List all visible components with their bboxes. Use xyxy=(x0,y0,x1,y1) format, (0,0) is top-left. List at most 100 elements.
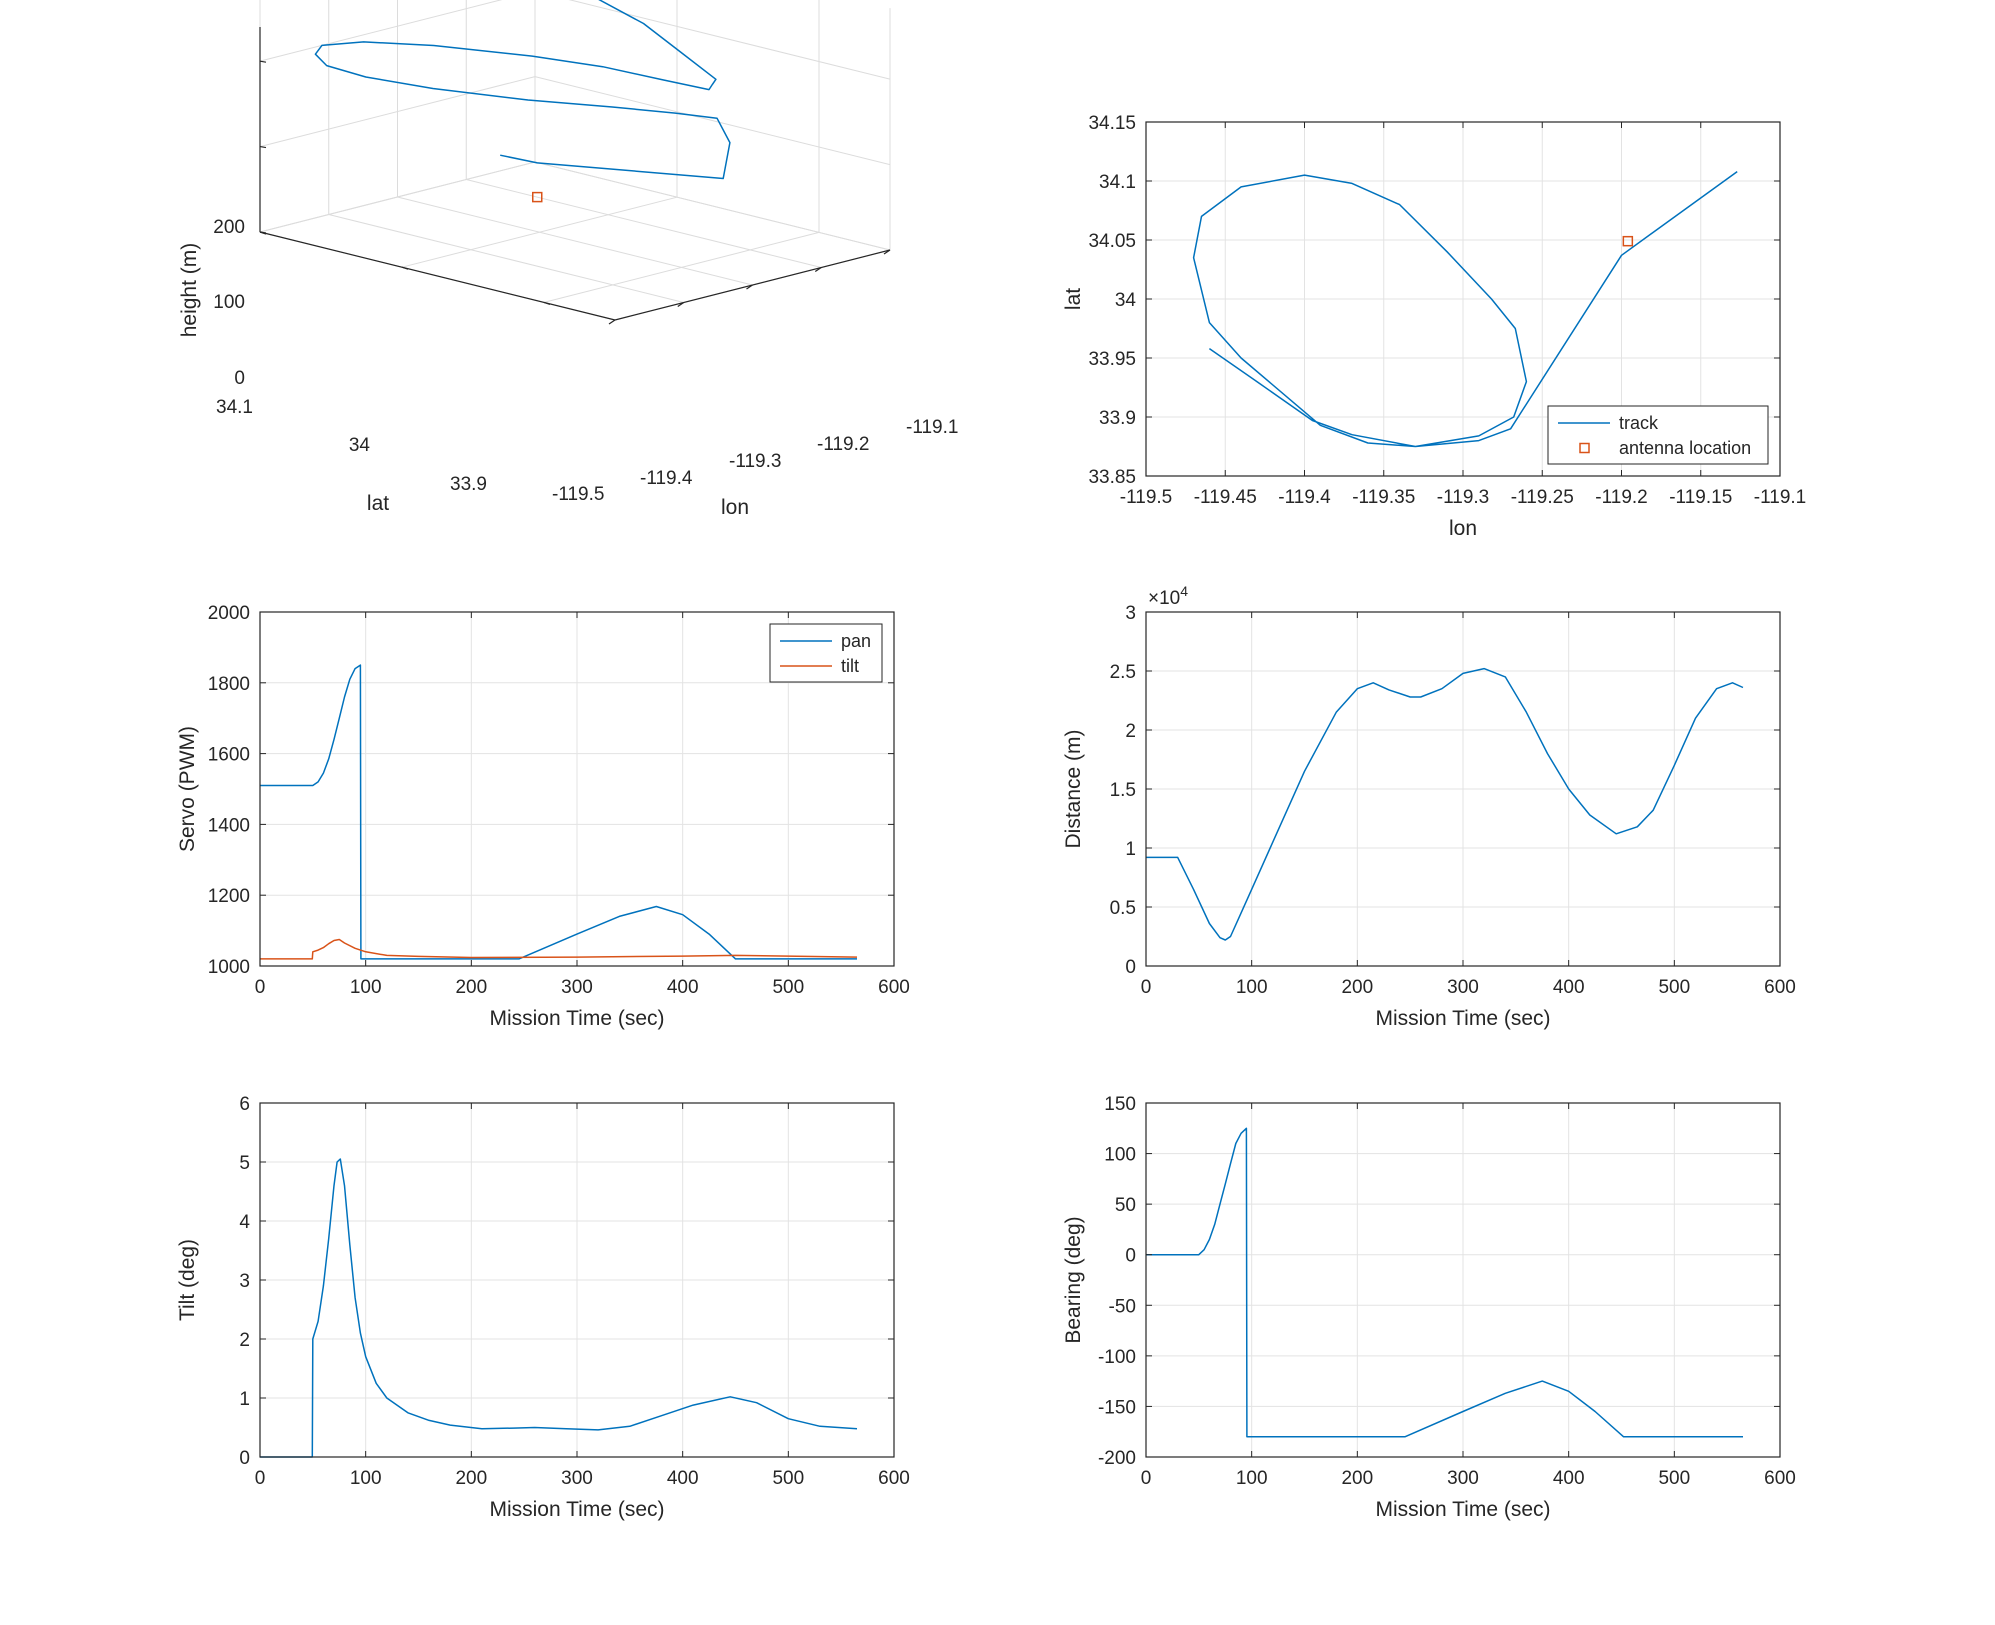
xtick-label: 100 xyxy=(1236,977,1268,998)
xtick-label: 600 xyxy=(878,977,910,998)
xtick-label: -119.3 xyxy=(1437,487,1489,508)
ztick-label: 0 xyxy=(234,368,245,389)
sidewall-gridline xyxy=(568,0,891,80)
y-axis-label: Servo (PWM) xyxy=(176,726,199,852)
ytick-label: 3 xyxy=(1125,603,1136,624)
xtick-label: 500 xyxy=(772,1468,804,1489)
xtick-label: -119.45 xyxy=(1194,487,1257,508)
grid-3d xyxy=(259,0,891,321)
ytick-label: 1600 xyxy=(208,745,250,766)
ytick-label: -150 xyxy=(1098,1397,1136,1418)
y-axis-label: lat xyxy=(1062,288,1085,310)
ytick-label: 50 xyxy=(1115,1195,1136,1216)
xtick-label: 0 xyxy=(1141,1468,1152,1489)
ytick-label: 0 xyxy=(239,1448,250,1469)
zlabel-3d: height (m) xyxy=(178,243,201,338)
x-tick xyxy=(608,319,616,325)
panel-distance: 0 100 200 300 400 500 600 0 0.5 1 1.5 2 2.5 3 Mission … xyxy=(1062,583,1796,1030)
backwall-gridline xyxy=(259,76,536,148)
xtick-label: -119.5 xyxy=(552,484,604,505)
xtick-label: -119.2 xyxy=(817,434,869,455)
xtick-label: 500 xyxy=(772,977,804,998)
ytick-label: 33.9 xyxy=(1099,408,1136,429)
ytick-label: 0.5 xyxy=(1110,898,1136,919)
legend-entry-label: pan xyxy=(841,631,871,651)
y-axis-label: Tilt (deg) xyxy=(176,1239,199,1321)
ytick-label: 34.15 xyxy=(1088,113,1136,134)
ytick-label: 34 xyxy=(349,435,371,456)
xtick-label: 200 xyxy=(1341,977,1373,998)
sidewall-gridline xyxy=(534,76,891,166)
x-axis-label: Mission Time (sec) xyxy=(1375,1498,1550,1521)
xtick-label: -119.1 xyxy=(906,417,958,438)
x-axis-label: lon xyxy=(1449,517,1477,540)
ytick-label: 3 xyxy=(239,1271,250,1292)
xtick-label: 300 xyxy=(1447,977,1479,998)
ytick-label: 4 xyxy=(239,1212,250,1233)
legend: pan tilt xyxy=(769,623,883,683)
series-line xyxy=(260,938,858,960)
legend-entry-label: antenna location xyxy=(1619,438,1751,458)
backwall-gridline xyxy=(259,0,503,62)
y-tick xyxy=(401,266,409,270)
ytick-label: 5 xyxy=(239,1153,250,1174)
xtick-label: -119.15 xyxy=(1669,487,1732,508)
legend-entry-label: tilt xyxy=(841,656,859,676)
ztick-label: 100 xyxy=(213,292,245,313)
ytick-label: 1800 xyxy=(208,674,250,695)
ytick-label: 34 xyxy=(1115,290,1137,311)
xtick-label: -119.4 xyxy=(1278,487,1331,508)
legend: track antenna location xyxy=(1547,405,1769,465)
ytick-label: 34.1 xyxy=(216,397,253,418)
ytick-label: 34.05 xyxy=(1088,231,1136,252)
sidewall-gridline xyxy=(534,161,891,251)
track-3d-line xyxy=(314,0,731,180)
xtick-label: -119.4 xyxy=(640,468,693,489)
floor-gridline xyxy=(397,196,753,286)
ytick-label: 33.85 xyxy=(1088,467,1136,488)
ytick-label: 150 xyxy=(1104,1094,1136,1115)
xtick-label: 400 xyxy=(1553,1468,1585,1489)
z-tick xyxy=(259,231,267,234)
xtick-label: -119.35 xyxy=(1352,487,1415,508)
x-tick xyxy=(814,267,822,272)
series-line xyxy=(260,1158,858,1458)
xtick-label: 100 xyxy=(350,1468,382,1489)
xtick-label: 300 xyxy=(561,1468,593,1489)
xtick-label: 100 xyxy=(350,977,382,998)
ytick-label: -50 xyxy=(1109,1296,1136,1317)
ytick-label: 34.1 xyxy=(1099,172,1136,193)
xtick-label: 600 xyxy=(878,1468,910,1489)
y-axis-label: Distance (m) xyxy=(1062,729,1085,848)
panel-3d-track: 0 100 200 34.1 34 33.9 -119.5 -119.4 -11… xyxy=(178,0,958,519)
xtick-label: 400 xyxy=(667,977,699,998)
xtick-label: -119.5 xyxy=(1120,487,1172,508)
ytick-label: 1.5 xyxy=(1110,780,1136,801)
legend-box xyxy=(769,623,883,683)
xtick-label: -119.25 xyxy=(1511,487,1574,508)
series-line xyxy=(1146,667,1744,941)
y-exponent-power: 4 xyxy=(1180,583,1188,599)
panel-bearing: 0 100 200 300 400 500 600 -200 -150 -100 -50 0 50 100… xyxy=(1062,1094,1796,1521)
legend-swatch xyxy=(1579,442,1590,454)
y-axis-line xyxy=(259,231,616,321)
legend-entry-label: track xyxy=(1619,413,1659,433)
xtick-label: 200 xyxy=(455,1468,487,1489)
antenna-3d-marker xyxy=(532,191,543,203)
x-tick xyxy=(883,249,891,255)
ytick-label: 33.9 xyxy=(450,474,487,495)
floor-gridline xyxy=(543,231,820,303)
ytick-label: 6 xyxy=(239,1094,250,1115)
panel-servo: 0 100 200 300 400 500 600 1000 1200 1400 1600 1800 2… xyxy=(176,603,910,1030)
x-tick xyxy=(677,302,685,307)
series-marker xyxy=(1622,235,1634,247)
xtick-label: 500 xyxy=(1658,977,1690,998)
floor-gridline xyxy=(328,214,684,303)
xlabel-3d: lon xyxy=(721,496,749,519)
series-line xyxy=(260,664,857,960)
xtick-label: 200 xyxy=(455,977,487,998)
ytick-label: 1000 xyxy=(208,957,250,978)
floor-gridline xyxy=(466,179,822,268)
xtick-label: -119.1 xyxy=(1754,487,1806,508)
